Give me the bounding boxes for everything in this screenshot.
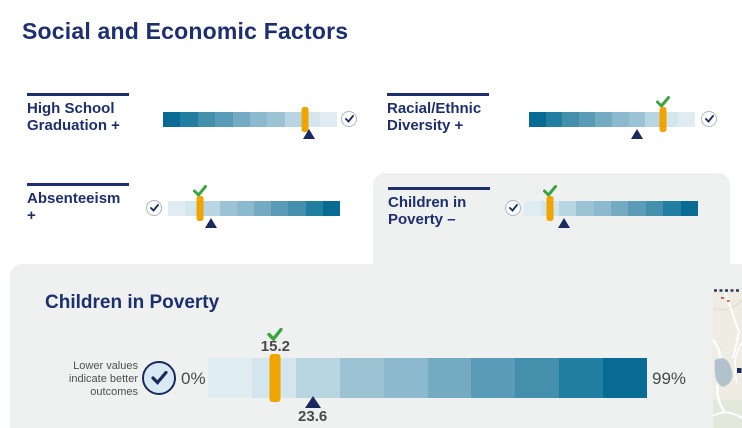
good-value-check-icon — [192, 185, 207, 197]
strip-racial-ethnic-diversity[interactable] — [529, 96, 695, 139]
metric-overline — [27, 183, 129, 186]
metric-overline — [27, 93, 129, 96]
detail-panel — [10, 264, 742, 428]
metric-item-children-in-poverty[interactable]: Children in Poverty – — [388, 187, 508, 228]
metric-label: Absenteeism + — [27, 190, 121, 224]
benchmark-triangle-marker — [304, 396, 321, 408]
metric-item-absenteeism[interactable]: Absenteeism + — [27, 183, 147, 224]
better-outcomes-check-icon — [505, 200, 521, 216]
metric-label: Racial/Ethnic Diversity + — [387, 100, 482, 134]
benchmark-triangle-marker — [558, 218, 571, 228]
county-value-marker — [196, 196, 204, 221]
strip-absenteeism[interactable] — [168, 185, 341, 228]
map-preview[interactable] — [712, 288, 742, 428]
strip-children-in-poverty[interactable] — [524, 185, 699, 228]
metric-item-high-school-graduation[interactable]: High School Graduation + — [27, 93, 147, 134]
good-value-check-icon — [267, 328, 284, 341]
better-outcomes-check-icon — [701, 111, 717, 127]
better-outcomes-check-icon — [341, 111, 357, 127]
metric-label: Children in Poverty – — [388, 194, 467, 228]
county-value-marker — [546, 196, 554, 221]
benchmark-triangle-marker — [205, 218, 217, 228]
scale-segments — [529, 112, 695, 127]
benchmark-triangle-marker — [303, 129, 316, 139]
strip-high-school-graduation[interactable] — [163, 107, 338, 139]
detail-title: Children in Poverty — [45, 292, 220, 313]
good-value-check-icon — [655, 96, 670, 108]
metric-label: High School Graduation + — [27, 100, 120, 134]
scale-segments — [163, 112, 338, 127]
metric-item-racial-ethnic-diversity[interactable]: Racial/Ethnic Diversity + — [387, 93, 507, 134]
map-image — [712, 288, 742, 428]
metric-overline — [387, 93, 489, 96]
county-value-label: 15.2 — [260, 338, 290, 355]
benchmark-triangle-marker — [630, 129, 643, 139]
county-value-marker — [269, 354, 281, 402]
better-outcomes-check-icon — [146, 200, 162, 216]
good-value-check-icon — [543, 185, 558, 197]
axis-max-label: 99% — [652, 369, 687, 388]
detail-strip: 15.2 23.6 — [208, 328, 648, 425]
axis-min-label: 0% — [181, 369, 206, 388]
county-value-marker — [301, 107, 309, 132]
scale-segments — [168, 201, 341, 216]
metric-overline — [388, 187, 490, 190]
lower-better-check-icon — [142, 361, 176, 395]
detail-note: Lower values indicate better outcomes — [68, 360, 138, 398]
page-title: Social and Economic Factors — [22, 18, 349, 45]
county-value-marker — [659, 107, 667, 132]
benchmark-value-label: 23.6 — [298, 408, 328, 425]
